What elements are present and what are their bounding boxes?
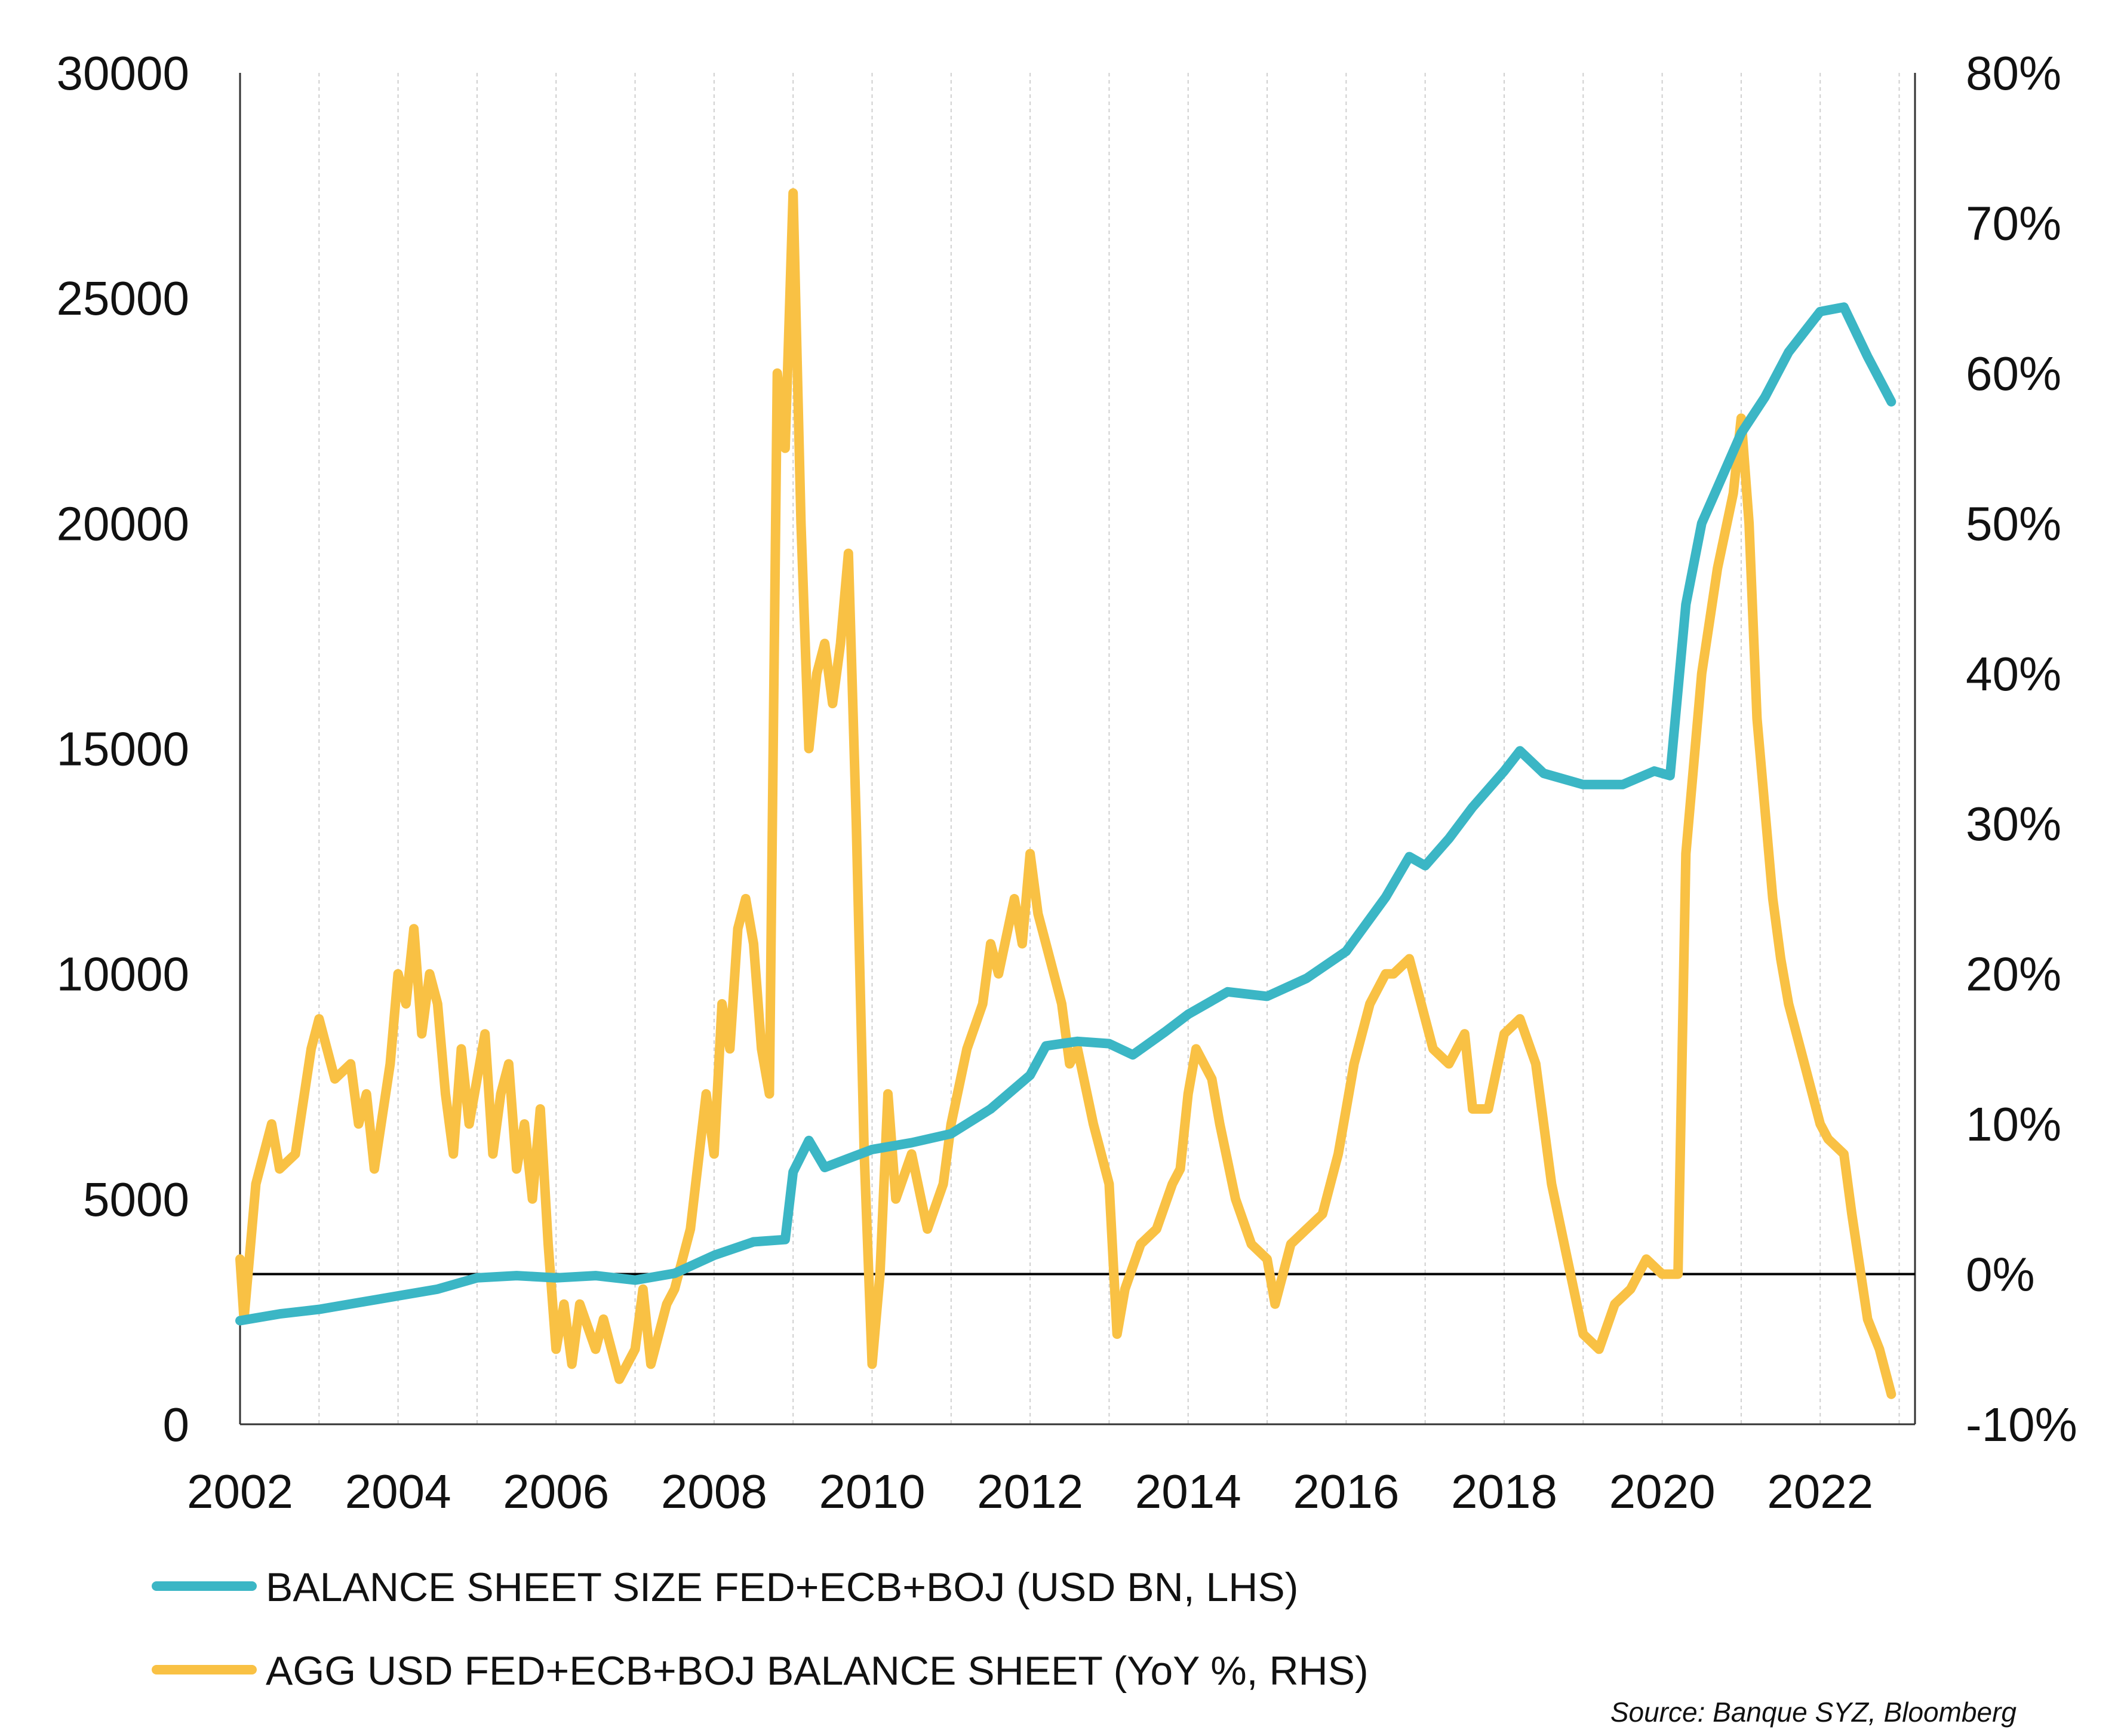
left-axis-ticks: 0 5000 10000 15000 20000 25000 30000 — [57, 47, 189, 1451]
left-tick-label: 25000 — [57, 272, 189, 325]
x-tick-label: 2012 — [977, 1465, 1083, 1518]
legend-label-yoy: AGG USD FED+ECB+BOJ BALANCE SHEET (YoY %… — [266, 1648, 1369, 1694]
left-tick-label: 20000 — [57, 497, 189, 550]
right-tick-label: 40% — [1966, 647, 2061, 700]
x-tick-label: 2010 — [819, 1465, 926, 1518]
source-note: Source: Banque SYZ, Bloomberg — [1610, 1697, 2017, 1728]
right-tick-label: 30% — [1966, 797, 2061, 850]
x-tick-label: 2004 — [345, 1465, 451, 1518]
legend: BALANCE SHEET SIZE FED+ECB+BOJ (USD BN, … — [152, 1565, 1369, 1694]
left-tick-label: 30000 — [57, 47, 189, 100]
x-tick-label: 2022 — [1767, 1465, 1873, 1518]
left-tick-label: 0 — [163, 1398, 190, 1451]
x-gridlines — [318, 73, 1900, 1424]
right-axis-ticks: -10% 0% 10% 20% 30% 40% 50% 60% 70% 80% — [1966, 47, 2077, 1451]
x-tick-label: 2016 — [1293, 1465, 1399, 1518]
x-tick-label: 2014 — [1135, 1465, 1241, 1518]
series-layer — [235, 188, 1896, 1399]
right-tick-label: 50% — [1966, 497, 2061, 550]
x-tick-label: 2006 — [503, 1465, 609, 1518]
legend-label-balance-sheet: BALANCE SHEET SIZE FED+ECB+BOJ (USD BN, … — [266, 1565, 1298, 1610]
left-tick-label: 15000 — [57, 723, 189, 776]
x-tick-label: 2002 — [187, 1465, 293, 1518]
left-tick-label: 10000 — [57, 948, 189, 1001]
x-tick-label: 2020 — [1609, 1465, 1716, 1518]
series-line-yoy — [235, 188, 1896, 1399]
right-tick-label: 20% — [1966, 948, 2061, 1001]
x-tick-label: 2008 — [661, 1465, 767, 1518]
left-tick-label: 5000 — [83, 1173, 189, 1226]
right-tick-label: -10% — [1966, 1398, 2077, 1451]
x-tick-label: 2018 — [1451, 1465, 1557, 1518]
right-tick-label: 70% — [1966, 196, 2061, 250]
right-tick-label: 80% — [1966, 47, 2061, 100]
right-tick-label: 0% — [1966, 1248, 2035, 1301]
series-line-balance-sheet — [235, 302, 1896, 1326]
x-axis-ticks: 2002 2004 2006 2008 2010 2012 2014 2016 2018 2020… — [187, 1465, 1873, 1518]
right-tick-label: 10% — [1966, 1098, 2061, 1151]
right-tick-label: 60% — [1966, 347, 2061, 400]
